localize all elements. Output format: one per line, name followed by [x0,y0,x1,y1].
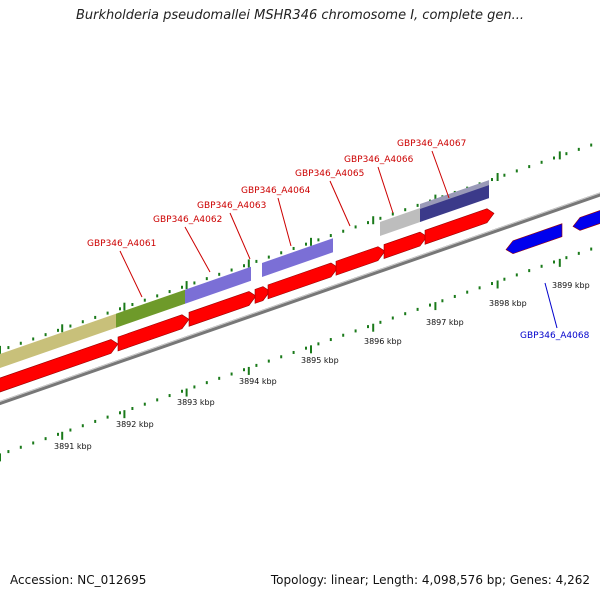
gene-arrow-forward[interactable] [117,314,190,352]
gene-label-leader [329,180,351,227]
gene-arrow-forward[interactable] [0,339,119,395]
gene-label[interactable]: GBP346_A4068 [520,331,590,341]
gene-label-leader [184,226,211,273]
gene-label-leader [544,282,558,329]
gene-label[interactable]: GBP346_A4067 [397,139,466,149]
gene-label-leader [431,150,450,199]
feature-track-purple[interactable] [185,266,251,304]
feature-track-navy-top[interactable] [420,180,489,210]
gene-label[interactable]: GBP346_A4066 [344,155,414,165]
gene-label[interactable]: GBP346_A4063 [197,201,266,211]
kbp-tick-label: 3898 kbp [489,299,527,308]
chromosome-title: Burkholderia pseudomallei MSHR346 chromo… [75,8,525,23]
gene-label[interactable]: GBP346_A4061 [87,239,156,249]
kbp-tick-label: 3894 kbp [239,377,277,386]
chromosome-backbone-highlight [0,192,600,403]
gene-label-leader [277,197,292,247]
feature-track-navy[interactable] [420,184,489,223]
gene-arrow-forward[interactable] [254,286,271,304]
feature-track-olive[interactable] [0,313,116,372]
gene-arrow-forward[interactable] [424,208,495,245]
kbp-tick-label: 3895 kbp [301,356,339,365]
kbp-tick-label: 3897 kbp [426,318,464,327]
kbp-tick-label: 3896 kbp [364,337,402,346]
gene-arrow-forward[interactable] [267,262,339,300]
kbp-tick-label: 3899 kbp [552,281,590,290]
feature-track-green[interactable] [116,289,185,328]
gene-label-leader [229,212,251,260]
gene-arrow-forward[interactable] [335,246,386,276]
kbp-tick-label: 3892 kbp [116,420,154,429]
gene-arrow-forward[interactable] [188,291,257,327]
accession-label: Accession: NC_012695 [10,573,147,587]
gene-label-leader [119,250,143,298]
feature-track-grey[interactable] [380,207,423,236]
feature-track-purple[interactable] [262,238,333,277]
kbp-tick-label: 3891 kbp [54,442,92,451]
gene-arrow-reverse[interactable] [572,206,600,231]
genome-summary: Topology: linear; Length: 4,098,576 bp; … [270,573,590,587]
gene-label[interactable]: GBP346_A4064 [241,186,311,196]
gene-arrow-forward[interactable] [383,231,428,259]
gene-label[interactable]: GBP346_A4065 [295,169,364,179]
kbp-tick-label: 3893 kbp [177,398,215,407]
gene-label[interactable]: GBP346_A4062 [153,215,222,225]
chromosome-backbone [0,192,600,406]
gene-arrow-reverse[interactable] [505,223,563,255]
gene-label-leader [377,166,394,214]
